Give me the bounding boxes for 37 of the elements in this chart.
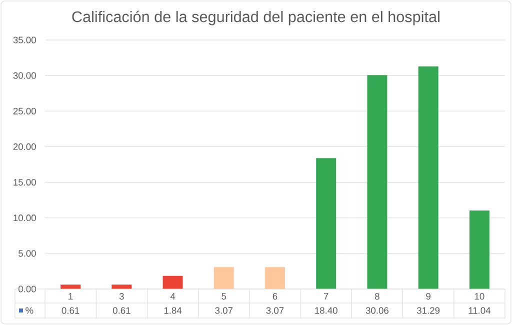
y-tick-label: 20.00 (13, 143, 36, 150)
data-label: 1.84 (164, 307, 182, 314)
bar (264, 267, 285, 289)
x-tick-label: 7 (324, 293, 328, 300)
x-tick-label: 3 (119, 293, 124, 300)
x-tick-label: 4 (170, 293, 176, 300)
x-tick-label: 10 (474, 293, 484, 300)
data-label: 11.04 (468, 307, 490, 314)
bar (418, 66, 438, 289)
chart-title: Calificación de la seguridad del paciente en el hospital (72, 10, 440, 26)
data-label: 3.07 (266, 307, 284, 314)
y-tick-label: 30.00 (13, 72, 36, 79)
y-tick-label: 10.00 (14, 214, 36, 222)
bar (214, 267, 234, 289)
y-tick-label: 5.00 (18, 250, 36, 257)
bar (367, 75, 388, 289)
x-tick-label: 6 (272, 293, 278, 300)
y-tick-label: 25.00 (13, 108, 36, 114)
bar (316, 158, 336, 289)
data-label: 18.40 (315, 307, 338, 314)
y-tick-label: 15.00 (14, 178, 36, 186)
x-tick-label: 9 (426, 293, 430, 300)
x-tick-label: 8 (375, 293, 380, 300)
bar (469, 210, 490, 289)
x-tick-label: 5 (222, 293, 226, 300)
data-label: 3.07 (215, 307, 233, 314)
data-label: 31.29 (417, 307, 440, 314)
x-tick-label: 1 (68, 293, 73, 300)
bar (162, 276, 183, 289)
y-tick-label: 35.00 (13, 36, 36, 44)
data-label: 0.61 (112, 307, 130, 314)
data-label: 0.61 (62, 307, 80, 314)
data-label: 30.06 (366, 307, 388, 314)
text: % (26, 307, 34, 314)
y-tick-label: 0.00 (18, 286, 36, 292)
bar (112, 284, 132, 289)
bar (60, 284, 81, 289)
